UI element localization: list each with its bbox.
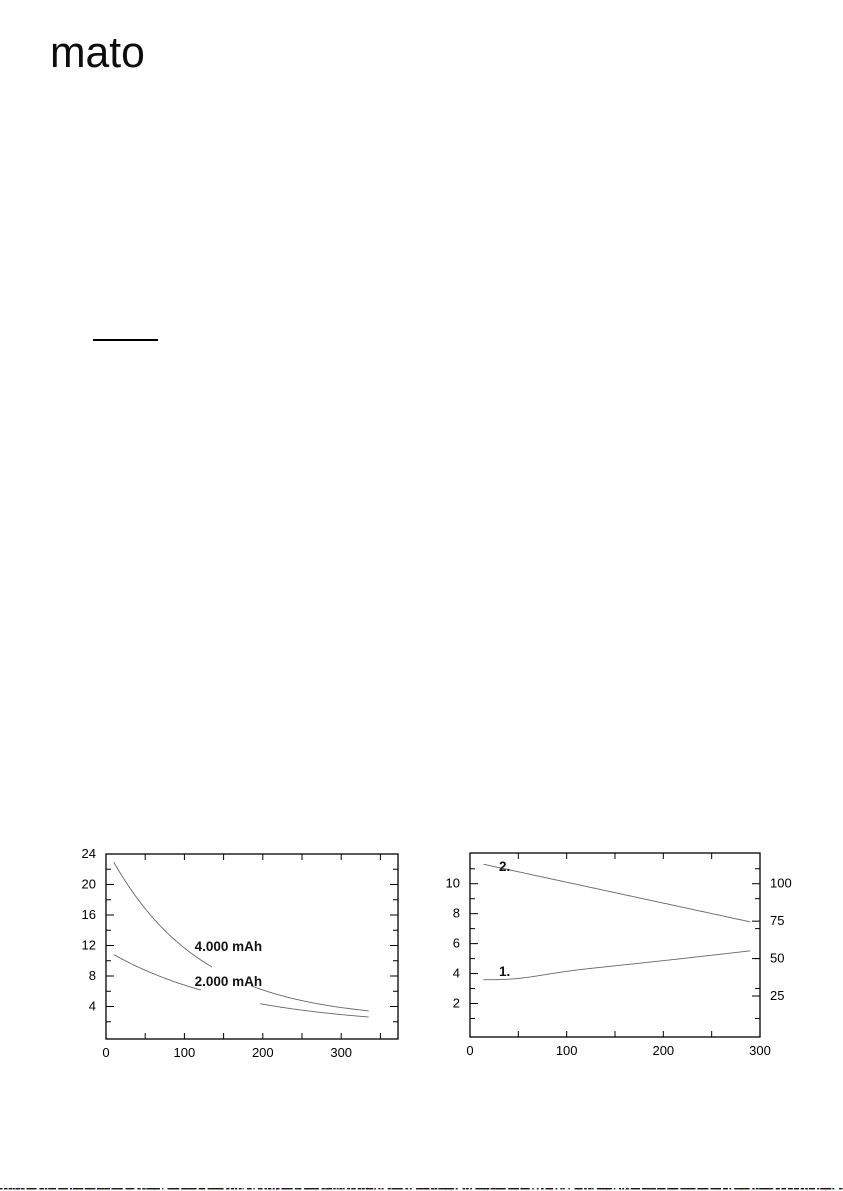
svg-text:0: 0 <box>102 1045 109 1060</box>
svg-text:20: 20 <box>82 877 96 892</box>
svg-text:75: 75 <box>770 913 784 928</box>
svg-text:6: 6 <box>453 936 460 951</box>
svg-text:8: 8 <box>89 968 96 983</box>
svg-text:100: 100 <box>770 876 792 891</box>
svg-text:100: 100 <box>174 1045 196 1060</box>
svg-text:12: 12 <box>82 938 96 953</box>
svg-text:8: 8 <box>453 906 460 921</box>
svg-text:4: 4 <box>453 966 460 981</box>
svg-text:300: 300 <box>749 1043 771 1058</box>
svg-text:16: 16 <box>82 907 96 922</box>
svg-text:2: 2 <box>453 996 460 1011</box>
svg-text:4: 4 <box>89 999 96 1014</box>
svg-text:24: 24 <box>82 846 96 861</box>
svg-text:25: 25 <box>770 988 784 1003</box>
svg-text:100: 100 <box>556 1043 578 1058</box>
svg-text:200: 200 <box>252 1045 274 1060</box>
svg-text:2.: 2. <box>499 859 510 874</box>
svg-text:2.000 mAh: 2.000 mAh <box>195 974 263 989</box>
svg-text:50: 50 <box>770 951 784 966</box>
svg-text:1.: 1. <box>499 964 510 979</box>
svg-text:200: 200 <box>652 1043 674 1058</box>
svg-text:0: 0 <box>466 1043 473 1058</box>
svg-text:4.000 mAh: 4.000 mAh <box>195 939 263 954</box>
svg-text:10: 10 <box>446 876 460 891</box>
svg-text:300: 300 <box>330 1045 352 1060</box>
